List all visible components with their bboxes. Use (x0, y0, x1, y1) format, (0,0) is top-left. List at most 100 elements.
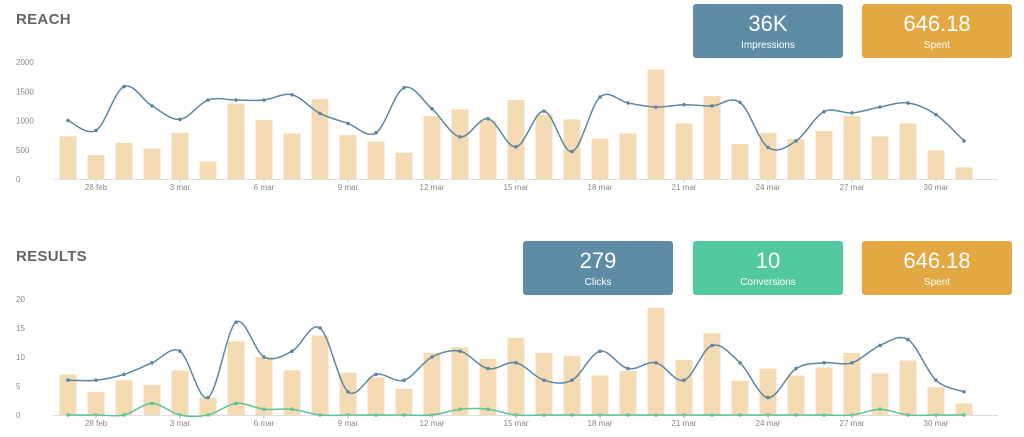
results-bar (87, 391, 105, 415)
reach-bar (675, 123, 693, 179)
results-x-tick-label: 12 mar (420, 419, 445, 428)
conversions-card: 10 Conversions (693, 241, 843, 295)
reach-line-point (962, 139, 966, 143)
reach-line-point (514, 145, 518, 149)
reach-bar (535, 114, 553, 179)
results-line-point (290, 349, 294, 354)
results-y-tick-label: 0 (16, 411, 21, 420)
results-bar (703, 333, 721, 415)
results-line-point (878, 343, 882, 348)
results-line-point (906, 337, 910, 342)
reach-x-tick-label: 28 feb (85, 183, 108, 192)
results-bar (171, 370, 189, 415)
impressions-value: 36K (748, 11, 788, 36)
reach-line-point (794, 139, 798, 143)
reach-bar (955, 167, 973, 179)
results-line-point (794, 413, 798, 417)
reach-chart: 0 500 1000 1500 2000 28 feb 3 mar 6 mar 9 mar 12 … (16, 58, 998, 192)
results-line-point (486, 407, 490, 412)
results-bar (535, 352, 553, 415)
impressions-card: 36K Impressions (693, 4, 843, 58)
reach-line-point (626, 101, 630, 105)
reach-line-point (710, 104, 714, 108)
results-line-point (794, 366, 798, 371)
reach-line-point (486, 116, 490, 121)
results-line-point (766, 395, 770, 400)
reach-y-tick-label: 0 (16, 175, 21, 184)
results-line-point (626, 366, 630, 371)
results-line-point (94, 378, 98, 383)
results-y-tick-label: 10 (16, 353, 25, 362)
reach-bar (843, 115, 861, 179)
reach-line-point (346, 121, 350, 126)
reach-bar (87, 155, 105, 179)
results-line-point (318, 326, 322, 330)
results-bar (731, 380, 749, 415)
reach-line-point (542, 109, 546, 113)
reach-line-point (122, 84, 126, 89)
reach-bar (227, 103, 245, 179)
results-line-point (682, 378, 686, 383)
reach-bar (591, 138, 609, 179)
reach-bar (199, 161, 217, 179)
results-bar (843, 352, 861, 415)
reach-bar (787, 139, 805, 179)
reach-bar (395, 152, 413, 179)
reach-line-point (234, 98, 238, 102)
reach-x-tick-label: 15 mar (504, 183, 529, 192)
reach-line-point (458, 135, 462, 139)
reach-bar (479, 120, 497, 179)
results-line-point (486, 366, 490, 371)
reach-line-point (178, 117, 182, 122)
results-bar (787, 375, 805, 415)
results-line-point (430, 355, 434, 359)
reach-bar (899, 123, 917, 179)
results-line-point (458, 407, 462, 412)
results-spent-value: 646.18 (903, 248, 971, 273)
results-bar (143, 384, 161, 415)
results-line-point (542, 378, 546, 383)
results-line-point (570, 413, 574, 417)
results-x-tick-label: 21 mar (672, 419, 697, 428)
reach-line-point (318, 111, 322, 116)
reach-x-tick-label: 18 mar (588, 183, 613, 192)
results-line-point (710, 413, 714, 417)
reach-y-tick-label: 500 (16, 146, 30, 155)
reach-bar (563, 119, 581, 179)
results-bar (255, 357, 273, 415)
results-line-point (822, 361, 826, 365)
reach-bar (143, 148, 161, 179)
results-x-tick-label: 9 mar (338, 419, 359, 428)
results-x-tick-label: 27 mar (840, 419, 865, 428)
results-bar (283, 370, 301, 415)
results-x-tick-label: 30 mar (924, 419, 949, 428)
reach-bar (115, 142, 133, 179)
clicks-value: 279 (579, 248, 617, 273)
results-line-point (402, 378, 406, 383)
results-line-point (178, 349, 182, 354)
results-bar (927, 387, 945, 415)
reach-bar (731, 143, 749, 179)
results-line-point (710, 343, 714, 348)
results-bar (423, 352, 441, 415)
results-line-point (878, 407, 882, 412)
reach-bar (815, 131, 833, 179)
results-bar (591, 375, 609, 415)
results-line-point (934, 378, 938, 383)
results-line-point (262, 407, 266, 412)
results-line-point (234, 401, 238, 406)
reach-bar (283, 133, 301, 179)
reach-bar (759, 132, 777, 179)
reach-line-point (374, 130, 378, 135)
results-line-point (738, 413, 742, 417)
results-line-point (906, 413, 910, 417)
results-x-tick-label: 24 mar (756, 419, 781, 428)
results-y-tick-label: 5 (16, 382, 21, 391)
results-line-point (150, 361, 154, 365)
reach-line-point (402, 85, 406, 90)
reach-line-point (430, 107, 434, 111)
results-line-point (654, 361, 658, 365)
results-line-point (598, 349, 602, 354)
results-line-point (290, 407, 294, 412)
